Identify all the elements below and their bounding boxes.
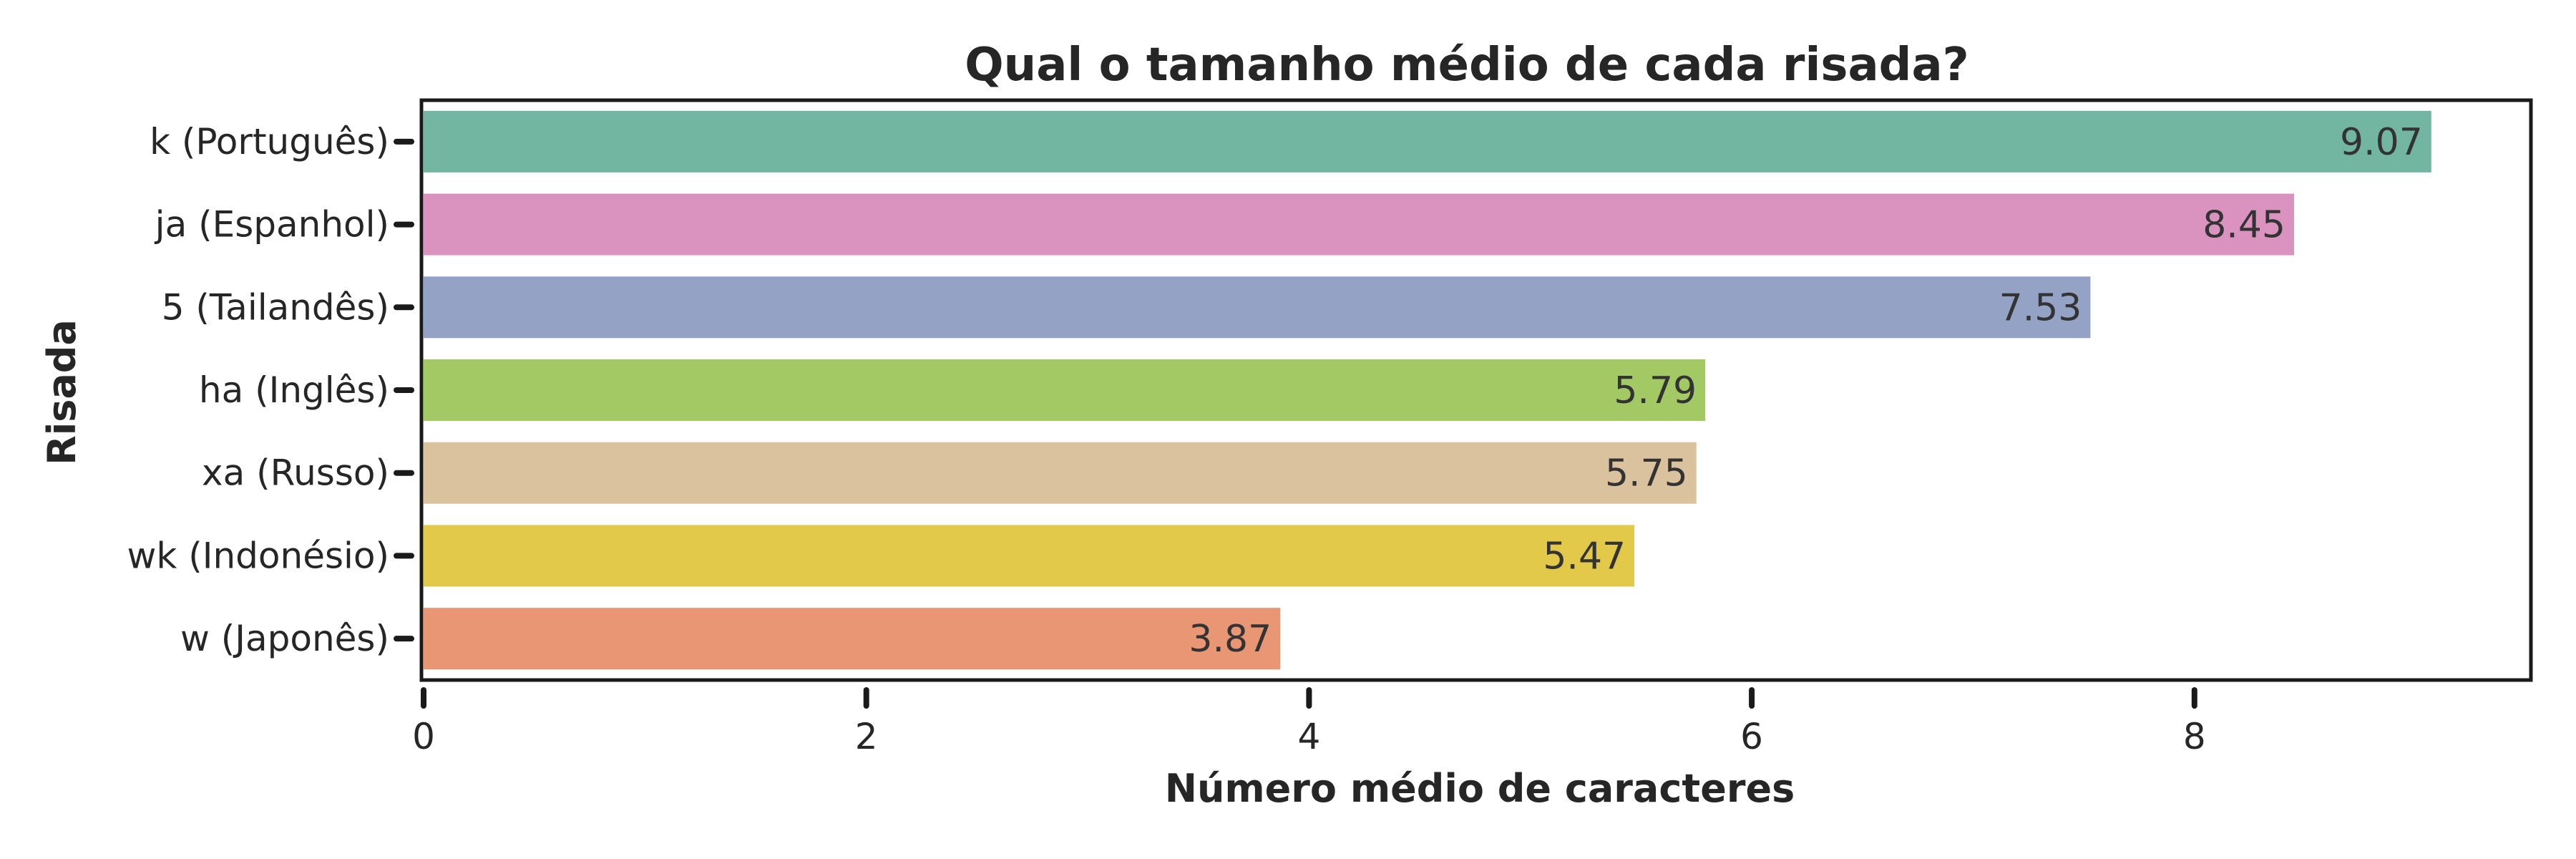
bar-value-label: 8.45 bbox=[2202, 204, 2285, 247]
y-tick-label: w (Japonês) bbox=[180, 618, 389, 659]
bar bbox=[424, 608, 1281, 670]
chart-title: Qual o tamanho médio de cada risada? bbox=[965, 39, 1969, 92]
y-tick-label: wk (Indonésio) bbox=[127, 535, 389, 576]
bar bbox=[424, 525, 1635, 587]
bar-value-label: 3.87 bbox=[1189, 618, 1272, 661]
y-tick-label: xa (Russo) bbox=[202, 452, 389, 494]
bar bbox=[424, 276, 2091, 339]
x-axis: 0 2 4 6 8 bbox=[412, 687, 2206, 757]
bar-value-label: 5.75 bbox=[1605, 452, 1688, 495]
x-tick-label: 6 bbox=[1740, 716, 1763, 757]
x-tick-label: 8 bbox=[2183, 716, 2206, 757]
bar bbox=[424, 193, 2294, 256]
y-tick-label: 5 (Tailandês) bbox=[162, 286, 389, 328]
bar-value-label: 7.53 bbox=[1999, 286, 2082, 329]
plot-frame bbox=[419, 98, 2533, 682]
y-tick-label: k (Português) bbox=[150, 121, 389, 162]
x-tick-label: 2 bbox=[855, 716, 878, 757]
y-tick-label: ha (Inglês) bbox=[199, 369, 389, 411]
bars-group: 9.07 8.45 7.53 5.79 5.75 5.47 3.87 bbox=[424, 110, 2431, 670]
y-axis-label: Risada bbox=[39, 319, 84, 465]
y-tick-label: ja (Espanhol) bbox=[155, 204, 389, 246]
bar-value-label: 5.47 bbox=[1543, 535, 1626, 578]
bar-value-label: 5.79 bbox=[1614, 369, 1697, 412]
x-tick-label: 0 bbox=[412, 716, 435, 757]
x-axis-label: Número médio de caracteres bbox=[1165, 766, 1795, 811]
bar bbox=[424, 359, 1706, 421]
bar-value-label: 9.07 bbox=[2340, 121, 2423, 164]
bar bbox=[424, 110, 2431, 173]
y-axis: k (Português) ja (Espanhol) 5 (Tailandês) h… bbox=[127, 121, 414, 659]
x-tick-label: 4 bbox=[1297, 716, 1320, 757]
bar bbox=[424, 442, 1697, 504]
